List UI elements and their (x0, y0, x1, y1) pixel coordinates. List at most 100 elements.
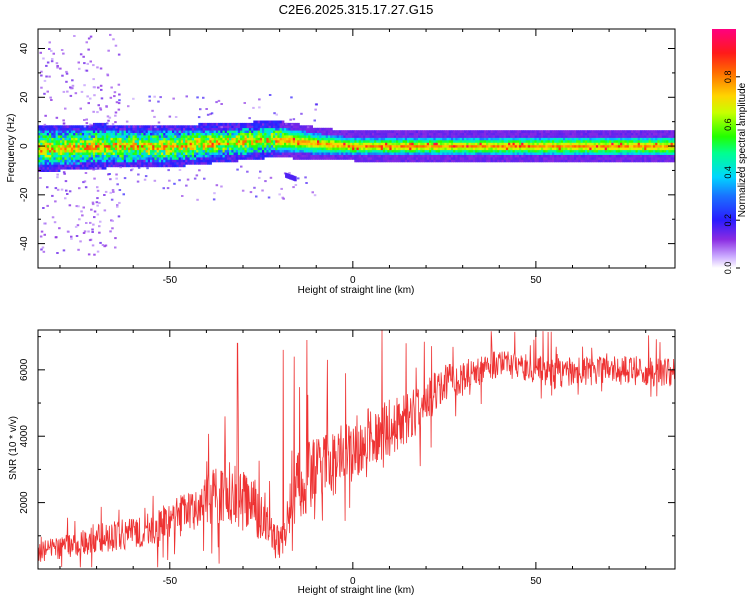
spectrogram-cell (404, 144, 408, 148)
spectrogram-cell (152, 144, 155, 148)
spectrogram-speckle (45, 64, 48, 67)
spectrogram-cell (231, 154, 234, 158)
spectrogram-cell (508, 157, 511, 160)
spectrogram-cell (437, 137, 441, 141)
spectrogram-cell (327, 157, 331, 160)
spectrogram-speckle (54, 187, 58, 190)
spectrogram-cell (112, 135, 116, 138)
spectrogram-cell (194, 144, 197, 148)
spectrogram-cell (44, 142, 48, 146)
spectrogram-cell (343, 137, 346, 141)
spectrogram-cell (571, 152, 575, 155)
spectrogram-cell (523, 135, 526, 138)
spectrogram-cell (545, 137, 548, 141)
spectrogram-cell (472, 135, 476, 138)
spectrogram-cell (488, 130, 491, 133)
spectrogram-cell (554, 154, 557, 158)
spectrogram-cell (303, 149, 307, 153)
spectrogram-cell (589, 157, 592, 160)
spectrogram-cell (387, 159, 390, 163)
spectrogram-cell (176, 161, 179, 165)
spectrogram-cell (49, 142, 52, 146)
spectrogram-cell (374, 135, 377, 138)
spectrogram-cell (299, 135, 302, 138)
spectrogram-cell (446, 152, 450, 155)
spectrogram-cell (338, 152, 342, 155)
spectrogram-cell (475, 152, 478, 155)
spectrogram-cell (371, 154, 375, 158)
spectrogram-cell (215, 144, 219, 148)
spectrogram-cell (516, 144, 520, 148)
spectrogram-cell (468, 159, 472, 163)
spectrogram-cell (154, 142, 157, 146)
spectrogram-cell (226, 157, 230, 160)
spectrogram-speckle (87, 102, 90, 105)
spectrogram-speckle (132, 97, 135, 100)
spectrogram-cell (88, 140, 92, 143)
spectrogram-cell (483, 142, 487, 146)
spectrogram-cell (51, 152, 54, 155)
spectrogram-cell (606, 137, 610, 141)
spectrogram-cell (633, 142, 636, 146)
spectrogram-cell (628, 147, 632, 151)
spectrogram-cell (646, 159, 649, 163)
spectrogram-cell (99, 147, 103, 151)
spectrogram-cell (255, 125, 259, 129)
spectrogram-cell (633, 144, 636, 148)
spectrogram-cell (310, 147, 313, 151)
spectrogram-cell (591, 130, 595, 133)
spectrogram-cell (455, 137, 458, 141)
spectrogram-cell (365, 144, 368, 148)
spectrogram-cell (209, 125, 212, 129)
spectrogram-cell (391, 135, 395, 138)
spectrogram-cell (407, 159, 410, 163)
spectrogram-cell (650, 149, 654, 153)
spectrogram-cell (161, 140, 164, 143)
spectrogram-cell (161, 130, 164, 133)
spectrogram-speckle (258, 98, 261, 101)
spectrogram-cell (327, 147, 331, 151)
spectrogram-cell (51, 132, 54, 136)
spectrogram-cell (475, 144, 478, 148)
spectrogram-cell (343, 157, 346, 160)
spectrogram-cell (44, 161, 48, 165)
spectrogram-cell (374, 157, 377, 160)
snr-x-axis: -50 0 50 (59, 330, 647, 587)
spectrogram-cell (666, 135, 669, 138)
spectrogram-cell (152, 157, 155, 160)
spectrogram-speckle (115, 101, 119, 104)
spectrogram-speckle (111, 219, 114, 222)
spectrogram-cell (237, 127, 241, 131)
spectrogram-cell (453, 149, 456, 153)
spectrogram-cell (220, 144, 223, 148)
spectrogram-cell (136, 161, 140, 165)
spectrogram-cell (543, 144, 546, 148)
spectrogram-cell (92, 137, 96, 141)
spectrogram-speckle (89, 123, 92, 126)
spectrogram-cell (613, 135, 617, 138)
spectrogram-cell (356, 152, 360, 155)
spectrogram-cell (628, 140, 632, 143)
spectrogram-cell (442, 147, 445, 151)
spectrogram-cell (112, 137, 116, 141)
spectrogram-cell (121, 157, 125, 160)
spectrogram-cell (644, 130, 647, 133)
spectrogram-cell (178, 132, 182, 136)
spectrogram-cell (88, 135, 92, 138)
spectrogram-cell (582, 132, 586, 136)
spectrogram-cell (332, 132, 335, 136)
spectrogram-cell (128, 144, 131, 148)
spectrogram-cell (312, 157, 316, 160)
spectrogram-cell (341, 144, 344, 148)
spectrogram-cell (64, 157, 67, 160)
spectrogram-speckle (85, 69, 89, 72)
spectrogram-cell (213, 154, 217, 158)
spectrogram-cell (527, 159, 531, 163)
spectrogram-cell (215, 149, 219, 153)
spectrogram-cell (404, 149, 408, 153)
spectrogram-cell (503, 159, 507, 163)
spectrogram-cell (466, 149, 469, 153)
spectrogram-cell (42, 142, 45, 146)
spectrogram-cell (440, 154, 443, 158)
spectrogram-cell (163, 149, 166, 153)
